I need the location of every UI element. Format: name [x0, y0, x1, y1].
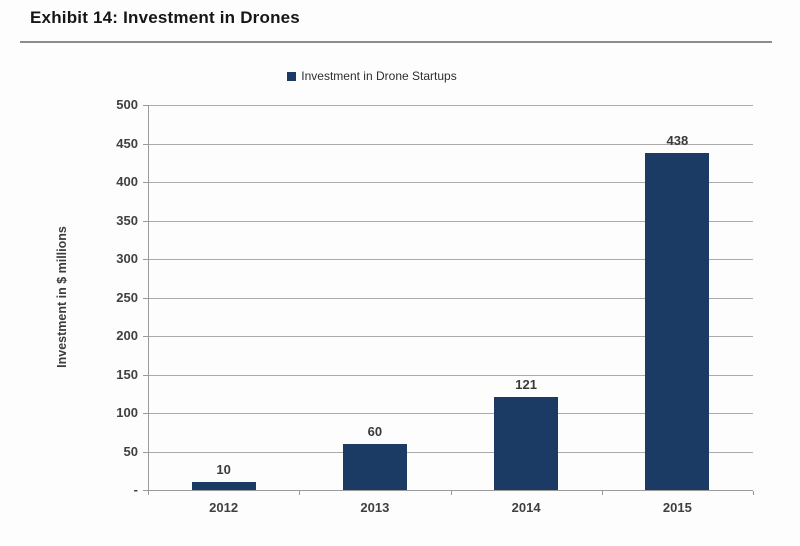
bar-value-label: 121 — [515, 376, 537, 392]
chart-title: Exhibit 14: Investment in Drones — [30, 8, 300, 27]
y-axis-tick — [143, 182, 149, 183]
bar-value-label: 438 — [666, 132, 689, 148]
y-tick-label: 450 — [116, 135, 138, 151]
y-axis-tick — [143, 490, 149, 491]
y-axis-tick — [143, 220, 149, 222]
y-axis-tick — [143, 259, 149, 260]
bar-2012 — [191, 482, 256, 490]
y-tick-label: 250 — [116, 289, 138, 305]
y-axis-tick — [143, 413, 149, 414]
bar-2014 — [494, 396, 559, 490]
x-axis-tick — [450, 491, 452, 495]
y-axis-tick — [143, 336, 149, 337]
y-tick-label: - — [133, 482, 138, 497]
title-divider — [20, 41, 772, 43]
bar-2013 — [342, 443, 407, 490]
gridline — [148, 182, 753, 183]
x-tick-label: 2014 — [511, 500, 541, 515]
x-tick-label: 2015 — [662, 500, 692, 515]
y-axis-tick — [143, 143, 149, 145]
y-tick-label: 200 — [116, 328, 138, 343]
x-axis-line — [143, 490, 753, 491]
y-tick-label: 300 — [116, 251, 138, 266]
legend: Investment in Drone Startups — [0, 68, 744, 84]
bar-value-label: 10 — [216, 462, 231, 478]
y-axis-tick — [143, 105, 149, 106]
x-axis-tick — [148, 491, 149, 495]
bar-2015 — [645, 152, 710, 490]
y-tick-label: 500 — [116, 97, 138, 112]
y-axis-tick — [143, 297, 149, 299]
gridline — [148, 259, 753, 260]
gridline — [148, 336, 753, 337]
y-tick-label: 350 — [116, 212, 138, 228]
gridline — [148, 374, 753, 376]
y-axis-tick — [143, 451, 149, 453]
x-axis-tick — [299, 491, 301, 495]
y-tick-label: 50 — [123, 443, 138, 459]
y-tick-label: 400 — [116, 174, 138, 189]
y-axis-tick — [143, 374, 149, 376]
y-tick-label: 150 — [116, 366, 138, 382]
legend-label: Investment in Drone Startups — [301, 69, 457, 83]
plot-area: - 50 100 150 200 250 300 350 400 450 500 10 2012 60 20… — [116, 97, 754, 515]
y-tick-label: 100 — [116, 405, 138, 420]
gridline — [148, 451, 753, 453]
x-tick-label: 2013 — [360, 500, 390, 515]
x-tick-label: 2012 — [209, 500, 239, 515]
x-axis-tick — [753, 491, 754, 495]
gridline — [148, 143, 753, 145]
gridline — [148, 413, 753, 414]
bar-value-label: 60 — [367, 423, 383, 439]
x-axis-tick — [601, 491, 603, 495]
gridline — [148, 105, 753, 106]
gridline — [148, 220, 753, 222]
legend-swatch-icon — [287, 71, 297, 81]
gridline — [148, 297, 753, 299]
y-axis-title: Investment in $ millions — [55, 226, 69, 368]
